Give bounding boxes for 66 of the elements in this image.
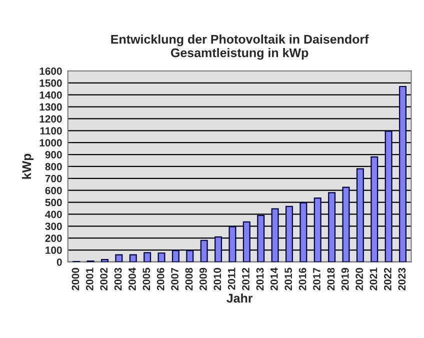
x-tick-label: 2000 <box>72 268 80 290</box>
bar <box>271 208 279 262</box>
x-tick-label: 2021 <box>370 268 378 290</box>
bar <box>158 252 166 262</box>
y-tick-label: 1100 <box>40 127 62 135</box>
bar <box>314 198 322 262</box>
y-tick-label: 1000 <box>40 139 62 146</box>
x-tick-label: 2019 <box>341 268 349 290</box>
y-tick-label: 700 <box>45 174 62 182</box>
x-tick-label: 2010 <box>214 268 222 290</box>
x-tick-label: 2014 <box>270 268 278 290</box>
bar <box>100 259 108 262</box>
y-tick-label: 500 <box>45 198 62 206</box>
x-tick-label: 2005 <box>142 268 150 290</box>
y-tick-label: 800 <box>45 162 62 170</box>
bar <box>115 254 123 262</box>
x-tick-label: 2011 <box>228 268 236 290</box>
y-tick-label: 1200 <box>40 115 62 123</box>
y-tick-label: 100 <box>46 246 62 254</box>
x-tick-label: 2008 <box>185 268 193 290</box>
y-tick-label: 0 <box>56 258 62 266</box>
x-tick-label: 2018 <box>327 268 335 290</box>
x-tick-label: 2007 <box>171 268 178 290</box>
x-tick-label: 2023 <box>398 268 406 290</box>
x-tick-label: 2015 <box>284 268 292 290</box>
bar <box>356 168 364 262</box>
x-tick-label: 2017 <box>313 268 320 290</box>
bar <box>144 252 152 262</box>
x-tick-label: 2003 <box>114 268 122 290</box>
bar <box>129 254 137 262</box>
y-tick-label: 1600 <box>40 67 62 75</box>
bar <box>285 206 293 262</box>
x-tick-label: 2020 <box>356 268 363 290</box>
x-tick-label: 2006 <box>156 268 164 290</box>
y-tick-label: 1400 <box>40 91 62 99</box>
bar <box>328 192 336 262</box>
bar <box>257 214 265 262</box>
bar <box>399 86 407 262</box>
x-tick-label: 2004 <box>128 268 136 290</box>
y-axis-title: kWp <box>22 154 34 179</box>
x-tick-label: 2002 <box>100 268 108 290</box>
bar <box>242 221 250 262</box>
y-tick-label: 1500 <box>40 79 62 87</box>
x-axis-title: Jahr <box>226 293 253 303</box>
y-tick-label: 900 <box>45 151 62 158</box>
y-tick-label: 200 <box>45 234 62 242</box>
x-tick-label: 2001 <box>86 268 94 290</box>
bar <box>214 236 222 262</box>
bar <box>342 186 350 262</box>
x-tick-label: 2022 <box>384 268 392 290</box>
y-tick-label: 1300 <box>40 103 62 111</box>
bar <box>384 130 392 262</box>
y-tick-label: 600 <box>45 186 62 194</box>
y-tick-label: 400 <box>45 210 62 218</box>
chart-title: Entwicklung der Photovoltaik in Daisendorf Gesamtleistung in kWp <box>111 34 369 60</box>
x-tick-label: 2009 <box>200 268 207 290</box>
bar <box>370 156 378 262</box>
bar <box>200 240 208 262</box>
bar <box>186 250 194 262</box>
bar <box>228 226 236 262</box>
x-tick-label: 2012 <box>242 268 250 290</box>
x-tick-label: 2013 <box>256 268 264 290</box>
x-tick-label: 2016 <box>298 268 306 290</box>
bar <box>300 202 308 262</box>
y-tick-label: 300 <box>45 222 62 230</box>
bar <box>172 250 180 262</box>
